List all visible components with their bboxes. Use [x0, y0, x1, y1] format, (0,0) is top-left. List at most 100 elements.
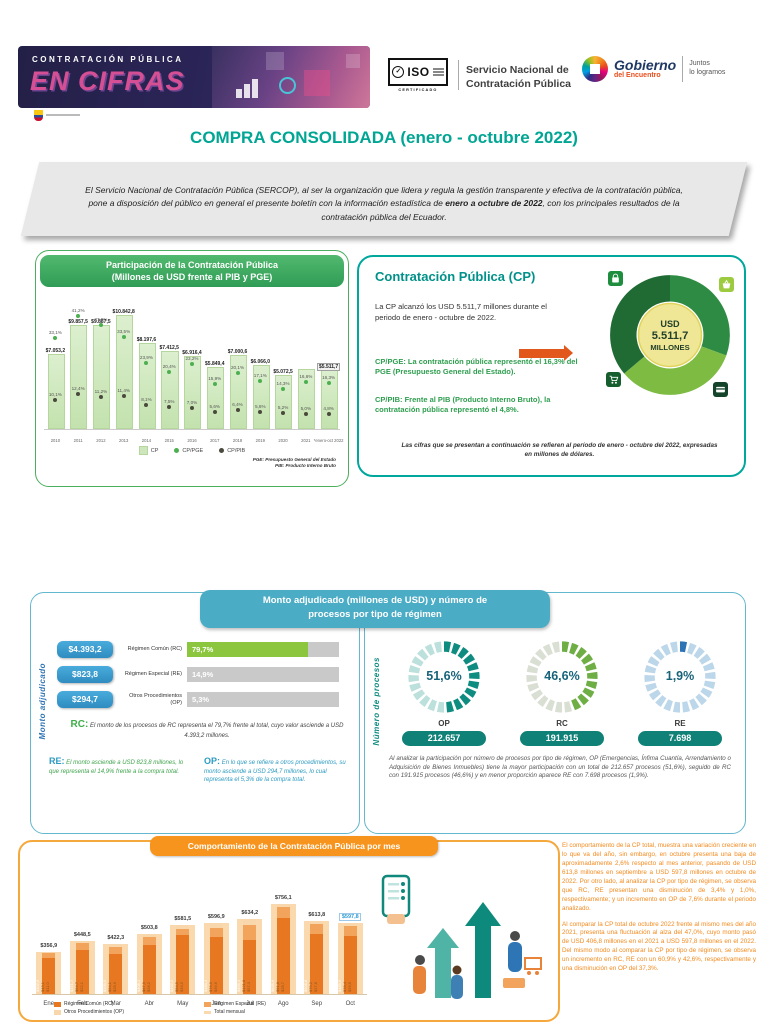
- decor-square: [266, 52, 284, 70]
- total-value-label: $634,2: [225, 910, 275, 916]
- year-label: 2015: [164, 437, 174, 443]
- cp-panel: Contratación Pública (CP) La CP alcanzó …: [357, 255, 746, 477]
- total-value-text: $597,8: [339, 912, 362, 921]
- donut-count-badge: 191.915: [520, 731, 604, 746]
- cp-bar-value: $6.066,0: [239, 359, 282, 365]
- stacked-segment: [276, 904, 290, 908]
- month-label: Mar: [110, 1001, 121, 1007]
- stacked-segment: [276, 918, 290, 994]
- banner-kicker: CONTRATACIÓN PÚBLICA: [32, 55, 184, 64]
- total-value-label: $581,5: [158, 916, 208, 922]
- segment-value-label: $28,7: [279, 981, 285, 992]
- cp-bar: [115, 315, 133, 430]
- year-label: *enero-oct 2022: [313, 437, 344, 443]
- divider: [682, 56, 684, 82]
- legend-item-pge: CP/PGE: [174, 448, 203, 454]
- donut-name: RC: [556, 719, 568, 728]
- pge-point: [53, 335, 58, 340]
- banner-title: EN CIFRAS: [30, 66, 185, 96]
- cp-bar: [207, 366, 225, 430]
- pib-label: 8,1%: [141, 397, 152, 403]
- pge-point: [303, 380, 308, 385]
- bar-chart-icon: [236, 78, 262, 98]
- monto-adjudicado-panel: Monto adjudicado $4.393,2 Régimen Común (…: [30, 592, 360, 834]
- cp-bar-value: $6.916,4: [171, 350, 214, 356]
- cp-bar: [229, 354, 247, 430]
- stacked-segment: [243, 918, 257, 926]
- pge-label: 33,1%: [48, 329, 62, 335]
- cp-bar: [252, 364, 270, 430]
- pge-label: 14,3%: [276, 380, 290, 386]
- iso-label: ISO: [407, 65, 430, 79]
- cp-bar-value: $5.072,5: [262, 369, 305, 375]
- pge-point: [76, 313, 81, 318]
- pib-label: 7,5%: [163, 398, 175, 404]
- bar-track: 5,3%: [187, 692, 339, 707]
- bar-fill: [187, 642, 309, 657]
- legend-item-pib: CP/PIB: [219, 448, 245, 454]
- monthly-header: Comportamiento de la Contratación Públic…: [150, 836, 438, 856]
- pge-point: [326, 381, 331, 386]
- amount-chip: $4.393,2: [57, 641, 113, 658]
- donut-ring: [526, 641, 598, 713]
- org-name: Servicio Nacional de Contratación Públic…: [466, 64, 572, 90]
- month-label: May: [177, 1001, 189, 1007]
- cp-bar-value: $9.857,5: [57, 319, 100, 325]
- segment-value-label: $29,9: [346, 981, 352, 992]
- year-label: 2012: [96, 437, 106, 443]
- participation-footnote: PGE: Presupuesto General del Estado PIB:…: [252, 457, 336, 469]
- monto-bars: $4.393,2 Régimen Común (RC) 79,7% $823,8 Rég…: [57, 641, 351, 708]
- svg-text:MILLONES: MILLONES: [650, 343, 689, 352]
- bar-pct: 14,9%: [192, 670, 214, 679]
- decor-square: [346, 54, 360, 68]
- segment-value-label: $11,0: [45, 982, 51, 992]
- total-value-text: $596,9: [207, 913, 225, 920]
- pge-label: 23,2%: [185, 356, 199, 362]
- cp-pge-text: CP/PGE: La contratación pública represen…: [375, 356, 578, 377]
- month-label: Jun: [211, 1001, 222, 1007]
- stacked-segment: [310, 920, 324, 925]
- numero-procesos-panel: Número de procesos 51,6% OP 212.657 46,6% RC…: [364, 592, 746, 834]
- total-value-text: $356,9: [40, 942, 58, 949]
- pib-point: [98, 394, 103, 399]
- legend-item-total: Total mensual: [204, 1009, 354, 1015]
- year-label: 2014: [141, 437, 152, 443]
- shopping-cart-icon: [606, 372, 621, 387]
- stacked-segment: [75, 943, 89, 950]
- pib-label: 5,2%: [277, 405, 289, 411]
- segment-value-label: $28,2: [145, 981, 151, 992]
- cp-swatch: [138, 446, 148, 456]
- stacked-segment: [109, 943, 123, 948]
- pib-dot-icon: [219, 448, 225, 454]
- cp-bar-value-text: $10.842,8: [112, 309, 135, 316]
- pib-label: 5,6%: [255, 404, 266, 410]
- gobierno-sun-icon: [582, 56, 608, 82]
- stacked-segment: [310, 933, 324, 994]
- cp-bar-value: $7.412,5: [148, 345, 191, 351]
- cp-bar-value-text: $5.072,5: [273, 368, 293, 375]
- pib-label: 5,0%: [300, 405, 312, 411]
- donut-count-badge: 212.657: [402, 731, 486, 746]
- year-label: 2018: [232, 437, 243, 443]
- bar-pct: 79,7%: [192, 645, 214, 654]
- cp-bar-value: $7.000,6: [216, 349, 259, 355]
- pge-point: [258, 378, 263, 383]
- stacked-segment: [75, 949, 89, 994]
- pib-label: 4,8%: [323, 406, 334, 412]
- intro-text: El Servicio Nacional de Contratación Púb…: [85, 184, 683, 222]
- total-value-text: $503,8: [140, 925, 158, 932]
- stacked-segment: [142, 934, 156, 938]
- pge-point: [235, 370, 240, 375]
- donut-re: 1,9% RE 7.698: [628, 637, 732, 746]
- year-label: 2020: [278, 437, 288, 443]
- pib-point: [235, 407, 240, 412]
- legend-item-op: Otros Procedimientos (OP): [54, 1009, 204, 1015]
- participation-section: Participación de la Contratación Pública…: [35, 250, 349, 487]
- cp-bar-value-text: $9.857,5: [68, 319, 88, 326]
- donut-name: OP: [438, 719, 450, 728]
- cp-bar: [161, 350, 179, 430]
- pib-label: 7,0%: [186, 400, 198, 406]
- donut-pct: 1,9%: [665, 669, 695, 683]
- cp-bar-value-text: $7.000,6: [227, 348, 248, 355]
